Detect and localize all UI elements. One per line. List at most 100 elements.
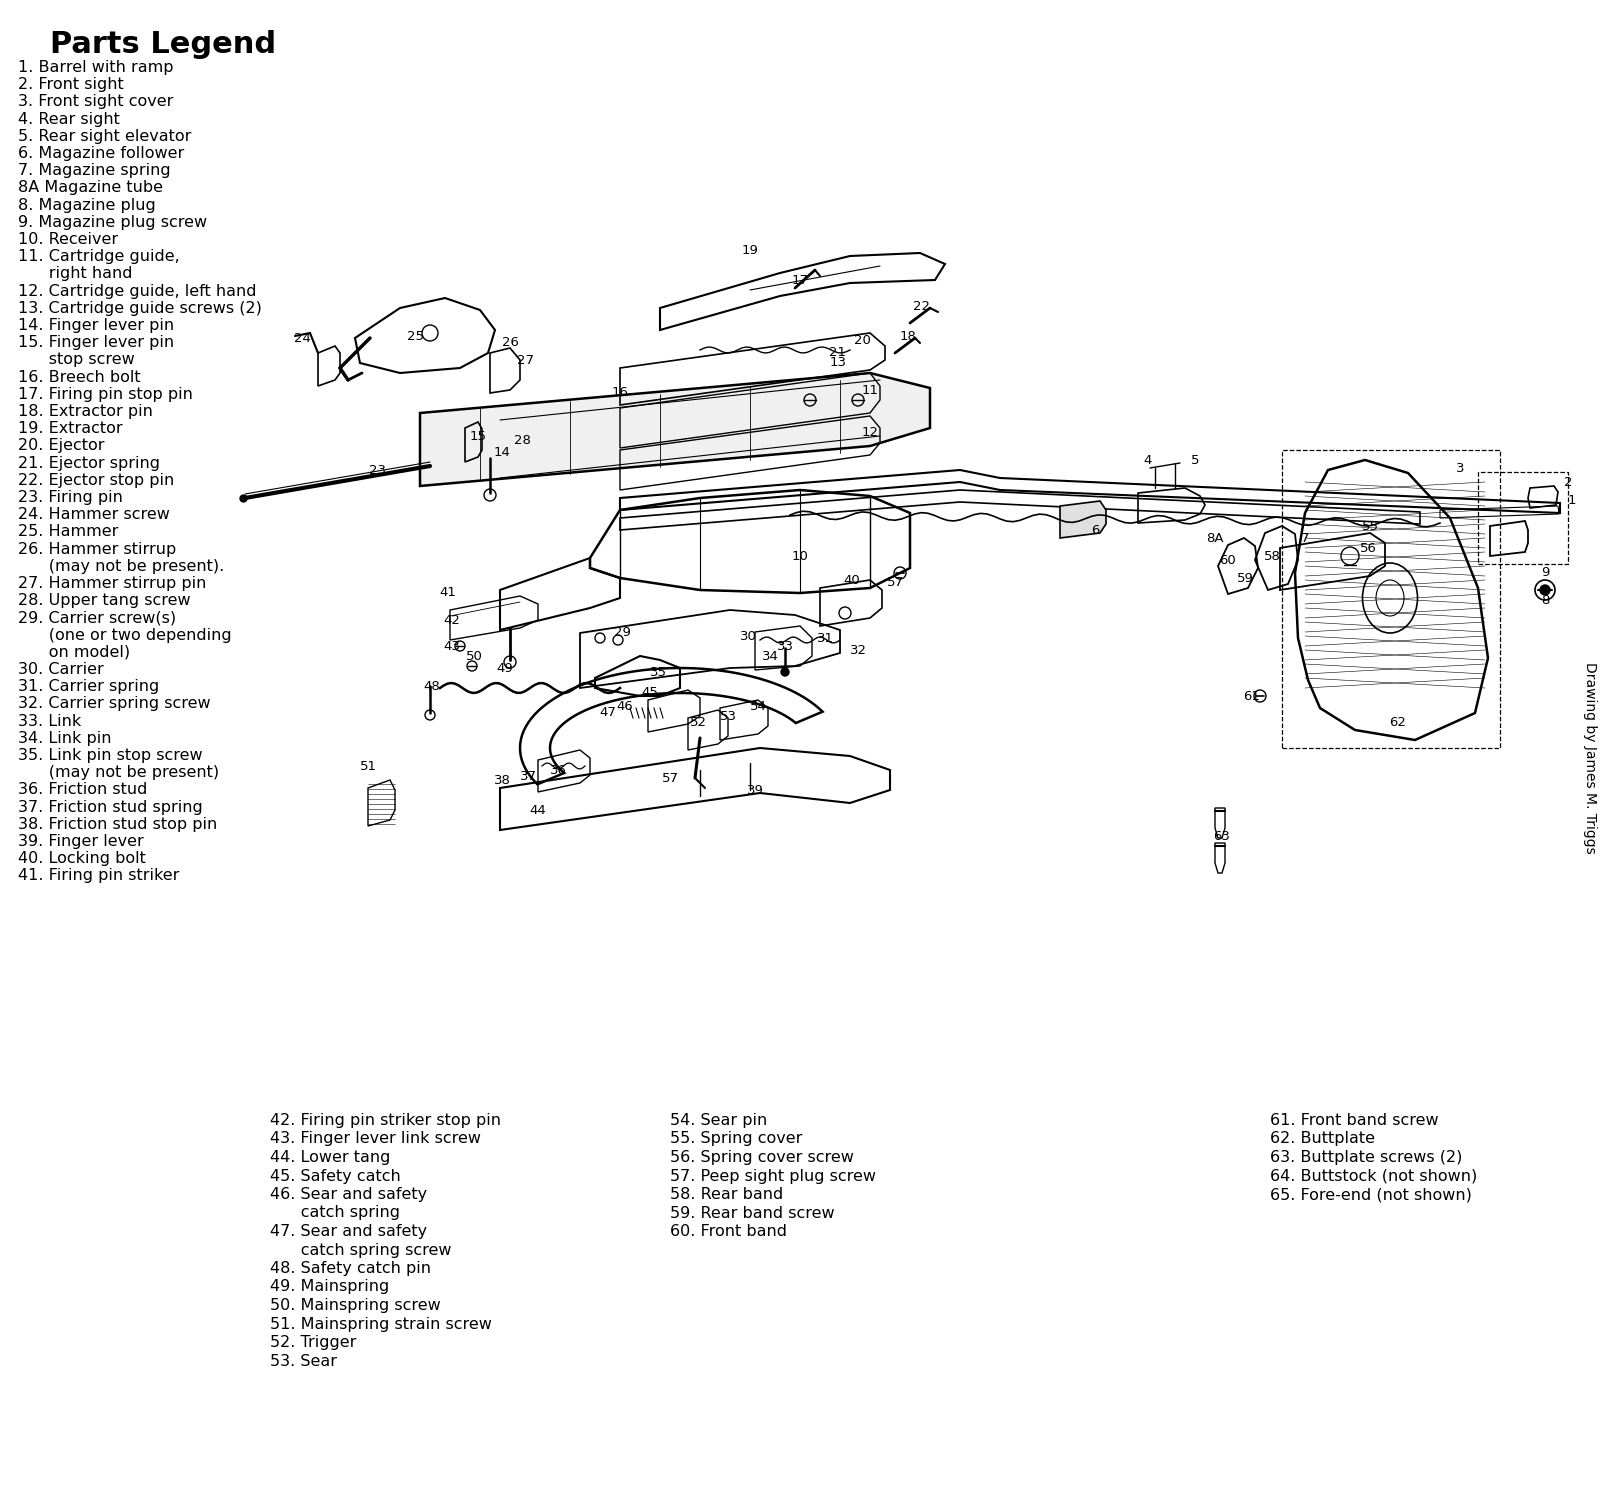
- Text: 56. Spring cover screw: 56. Spring cover screw: [670, 1151, 854, 1166]
- Text: 11: 11: [861, 383, 878, 397]
- Text: 38: 38: [493, 774, 510, 787]
- Text: 14. Finger lever pin: 14. Finger lever pin: [18, 318, 174, 333]
- Text: 26: 26: [501, 336, 518, 350]
- Text: 55. Spring cover: 55. Spring cover: [670, 1131, 802, 1146]
- Text: 14: 14: [493, 446, 510, 460]
- Text: 36: 36: [549, 763, 566, 777]
- Text: 47. Sear and safety: 47. Sear and safety: [270, 1224, 427, 1240]
- Text: 50. Mainspring screw: 50. Mainspring screw: [270, 1298, 440, 1313]
- Text: 56: 56: [1360, 541, 1376, 555]
- Text: 15: 15: [469, 430, 486, 442]
- Text: 62: 62: [1389, 716, 1406, 730]
- Text: 9. Magazine plug screw: 9. Magazine plug screw: [18, 214, 206, 229]
- Text: 24. Hammer screw: 24. Hammer screw: [18, 507, 170, 522]
- Text: 4. Rear sight: 4. Rear sight: [18, 112, 120, 127]
- Text: 2. Front sight: 2. Front sight: [18, 77, 123, 92]
- Text: 59. Rear band screw: 59. Rear band screw: [670, 1205, 835, 1220]
- Text: 17. Firing pin stop pin: 17. Firing pin stop pin: [18, 386, 194, 401]
- Text: 22. Ejector stop pin: 22. Ejector stop pin: [18, 474, 174, 487]
- Text: right hand: right hand: [18, 267, 133, 282]
- Text: 3: 3: [1456, 461, 1464, 475]
- Text: 39. Finger lever: 39. Finger lever: [18, 834, 144, 849]
- Text: 20: 20: [853, 333, 870, 347]
- Text: 63. Buttplate screws (2): 63. Buttplate screws (2): [1270, 1151, 1462, 1166]
- Text: Drawing by James M. Triggs: Drawing by James M. Triggs: [1582, 662, 1597, 854]
- Text: 40. Locking bolt: 40. Locking bolt: [18, 851, 146, 866]
- Text: 13. Cartridge guide screws (2): 13. Cartridge guide screws (2): [18, 300, 262, 315]
- Text: 51. Mainspring strain screw: 51. Mainspring strain screw: [270, 1316, 491, 1332]
- Text: 42: 42: [443, 614, 461, 626]
- Text: 25. Hammer: 25. Hammer: [18, 525, 118, 540]
- Text: 2: 2: [1563, 477, 1573, 490]
- Text: 34. Link pin: 34. Link pin: [18, 731, 112, 746]
- Text: 49: 49: [496, 662, 514, 674]
- Polygon shape: [1059, 501, 1106, 538]
- Text: 5. Rear sight elevator: 5. Rear sight elevator: [18, 128, 192, 143]
- Text: 42. Firing pin striker stop pin: 42. Firing pin striker stop pin: [270, 1113, 501, 1128]
- Text: 19: 19: [741, 243, 758, 256]
- Text: 58. Rear band: 58. Rear band: [670, 1187, 784, 1202]
- Text: 5: 5: [1190, 454, 1200, 466]
- Text: 15. Finger lever pin: 15. Finger lever pin: [18, 335, 174, 350]
- Text: 37. Friction stud spring: 37. Friction stud spring: [18, 799, 203, 814]
- Text: 17: 17: [792, 273, 808, 287]
- Text: (one or two depending: (one or two depending: [18, 627, 232, 642]
- Text: 43. Finger lever link screw: 43. Finger lever link screw: [270, 1131, 482, 1146]
- Text: 52: 52: [690, 716, 707, 730]
- Text: 51: 51: [360, 760, 376, 772]
- Text: 12. Cartridge guide, left hand: 12. Cartridge guide, left hand: [18, 284, 256, 299]
- Text: 18: 18: [899, 330, 917, 342]
- Text: 3. Front sight cover: 3. Front sight cover: [18, 95, 173, 110]
- Text: 32. Carrier spring screw: 32. Carrier spring screw: [18, 697, 211, 712]
- Text: 20. Ejector: 20. Ejector: [18, 439, 104, 454]
- Text: 46: 46: [616, 700, 634, 712]
- Text: 8A Magazine tube: 8A Magazine tube: [18, 181, 163, 196]
- Text: 63: 63: [1213, 829, 1230, 843]
- Text: stop screw: stop screw: [18, 353, 134, 368]
- Text: 49. Mainspring: 49. Mainspring: [270, 1279, 389, 1294]
- Text: Parts Legend: Parts Legend: [50, 30, 277, 59]
- Text: 23. Firing pin: 23. Firing pin: [18, 490, 123, 505]
- Text: 53: 53: [720, 709, 736, 722]
- Text: 38. Friction stud stop pin: 38. Friction stud stop pin: [18, 817, 218, 832]
- Text: 48. Safety catch pin: 48. Safety catch pin: [270, 1261, 430, 1276]
- Text: 21: 21: [829, 347, 846, 359]
- Text: 57: 57: [886, 576, 904, 590]
- Text: 45: 45: [642, 686, 659, 700]
- Text: 41. Firing pin striker: 41. Firing pin striker: [18, 869, 179, 884]
- Text: 10: 10: [792, 549, 808, 562]
- Text: 30: 30: [739, 629, 757, 642]
- Text: 44: 44: [530, 804, 546, 816]
- Text: 11. Cartridge guide,: 11. Cartridge guide,: [18, 249, 179, 264]
- Text: 28: 28: [514, 433, 531, 446]
- Text: 58: 58: [1264, 549, 1280, 562]
- Text: 50: 50: [466, 650, 483, 662]
- Text: 1. Barrel with ramp: 1. Barrel with ramp: [18, 60, 173, 75]
- Text: 7: 7: [1301, 531, 1309, 544]
- Text: 43: 43: [443, 639, 461, 653]
- Text: 33. Link: 33. Link: [18, 713, 82, 728]
- Text: 1: 1: [1568, 493, 1576, 507]
- Text: 6: 6: [1091, 523, 1099, 537]
- Text: 30. Carrier: 30. Carrier: [18, 662, 104, 677]
- Text: 7. Magazine spring: 7. Magazine spring: [18, 163, 171, 178]
- Text: 62. Buttplate: 62. Buttplate: [1270, 1131, 1374, 1146]
- Text: 39: 39: [747, 784, 763, 796]
- Text: 57. Peep sight plug screw: 57. Peep sight plug screw: [670, 1169, 877, 1184]
- Text: 35: 35: [650, 667, 667, 680]
- Text: 65. Fore-end (not shown): 65. Fore-end (not shown): [1270, 1187, 1472, 1202]
- Text: 36. Friction stud: 36. Friction stud: [18, 783, 147, 798]
- Text: 40: 40: [843, 573, 861, 587]
- Text: 24: 24: [293, 332, 310, 344]
- Text: 23: 23: [370, 463, 387, 477]
- Text: 53. Sear: 53. Sear: [270, 1354, 338, 1368]
- Text: 31. Carrier spring: 31. Carrier spring: [18, 679, 160, 694]
- Text: 4: 4: [1144, 454, 1152, 466]
- Text: 54: 54: [749, 700, 766, 712]
- Text: 44. Lower tang: 44. Lower tang: [270, 1151, 390, 1166]
- Text: 28. Upper tang screw: 28. Upper tang screw: [18, 593, 190, 608]
- Text: 52. Trigger: 52. Trigger: [270, 1335, 357, 1350]
- Text: 61. Front band screw: 61. Front band screw: [1270, 1113, 1438, 1128]
- Text: 60. Front band: 60. Front band: [670, 1224, 787, 1240]
- Text: 26. Hammer stirrup: 26. Hammer stirrup: [18, 541, 176, 556]
